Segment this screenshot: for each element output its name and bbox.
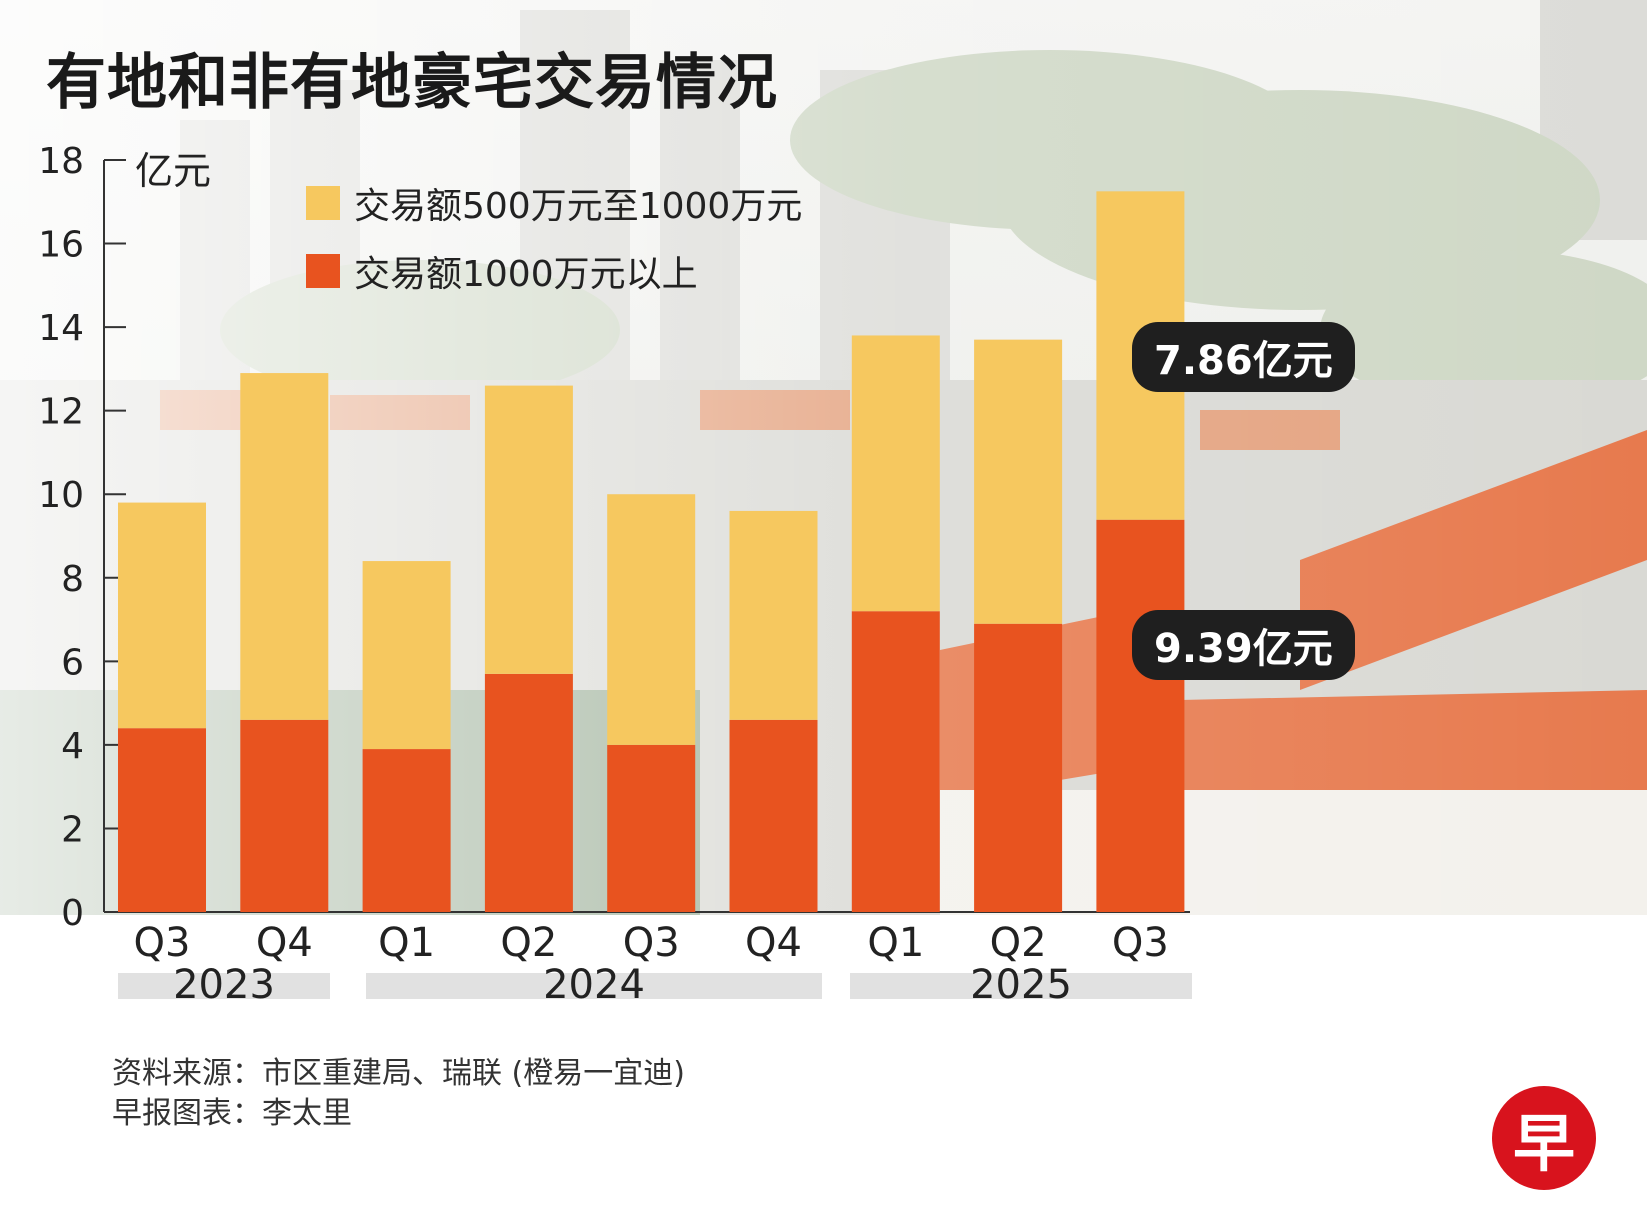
y-tick-label: 6: [61, 642, 84, 683]
y-tick-label: 0: [61, 893, 84, 934]
credit-note: 早报图表：李太里: [112, 1096, 352, 1131]
bar-segment-high-range: [484, 673, 573, 912]
bar-segment-high-range: [729, 719, 818, 912]
y-tick-label: 14: [38, 308, 84, 349]
newspaper-logo: 早: [1492, 1086, 1596, 1190]
y-tick-label: 8: [61, 559, 84, 600]
bar-segment-mid-range: [851, 335, 940, 612]
bar-segment-high-range: [851, 611, 940, 912]
bars: [118, 191, 1185, 912]
x-tick-label: Q3: [623, 920, 680, 966]
y-tick-label: 12: [38, 392, 84, 433]
year-band-2025: [850, 973, 1192, 999]
legend-item-high-range: 交易额1000万元以上: [306, 246, 698, 296]
legend-label: 交易额1000万元以上: [354, 254, 698, 295]
legend-swatch-yellow: [306, 186, 340, 220]
bar-segment-high-range: [1096, 519, 1185, 912]
year-label-2025: 2025: [970, 962, 1072, 1008]
y-tick-label: 18: [38, 141, 84, 182]
bar-segment-mid-range: [362, 561, 451, 750]
x-tick-label: Q2: [500, 920, 557, 966]
bar-segment-high-range: [240, 719, 329, 912]
y-axis-unit: 亿元: [135, 149, 212, 193]
year-band-2023: [118, 973, 330, 999]
year-label-2023: 2023: [173, 962, 275, 1008]
bar-segment-mid-range: [118, 502, 206, 729]
y-tick-label: 4: [61, 726, 84, 767]
bar-segment-high-range: [607, 744, 696, 912]
bar-segment-mid-range: [729, 510, 818, 720]
y-tick-label: 10: [38, 475, 84, 516]
bar-segment-mid-range: [240, 373, 329, 720]
x-tick-label: Q1: [867, 920, 924, 966]
bar-segment-mid-range: [484, 385, 573, 674]
bar-segment-high-range: [362, 749, 451, 912]
page-title: 有地和非有地豪宅交易情况: [46, 48, 778, 118]
year-label-2024: 2024: [543, 962, 645, 1008]
x-tick-label: Q4: [256, 920, 313, 966]
legend-label: 交易额500万元至1000万元: [354, 186, 803, 227]
x-tick-label: Q3: [1112, 920, 1169, 966]
x-tick-label: Q4: [745, 920, 802, 966]
callout-upper-value: 7.86亿元: [1132, 322, 1355, 392]
x-tick-label: Q1: [378, 920, 435, 966]
bar-segment-mid-range: [974, 339, 1063, 624]
x-tick-label: Q2: [990, 920, 1047, 966]
legend-item-mid-range: 交易额500万元至1000万元: [306, 178, 802, 228]
bar-segment-mid-range: [607, 494, 696, 745]
year-band-2024: [366, 973, 822, 999]
callout-lower-value: 9.39亿元: [1132, 610, 1355, 680]
x-tick-label: Q3: [134, 920, 191, 966]
legend-swatch-orange: [306, 254, 340, 288]
y-tick-label: 16: [38, 225, 84, 266]
bar-segment-high-range: [118, 728, 206, 912]
x-axis: Q3 Q4 Q1 Q2 Q3 Q4 Q1 Q2 Q3: [134, 920, 1169, 966]
source-note: 资料来源：市区重建局、瑞联 (橙易一宜迪): [112, 1056, 685, 1091]
y-tick-label: 2: [61, 809, 84, 850]
bar-segment-high-range: [974, 623, 1063, 912]
